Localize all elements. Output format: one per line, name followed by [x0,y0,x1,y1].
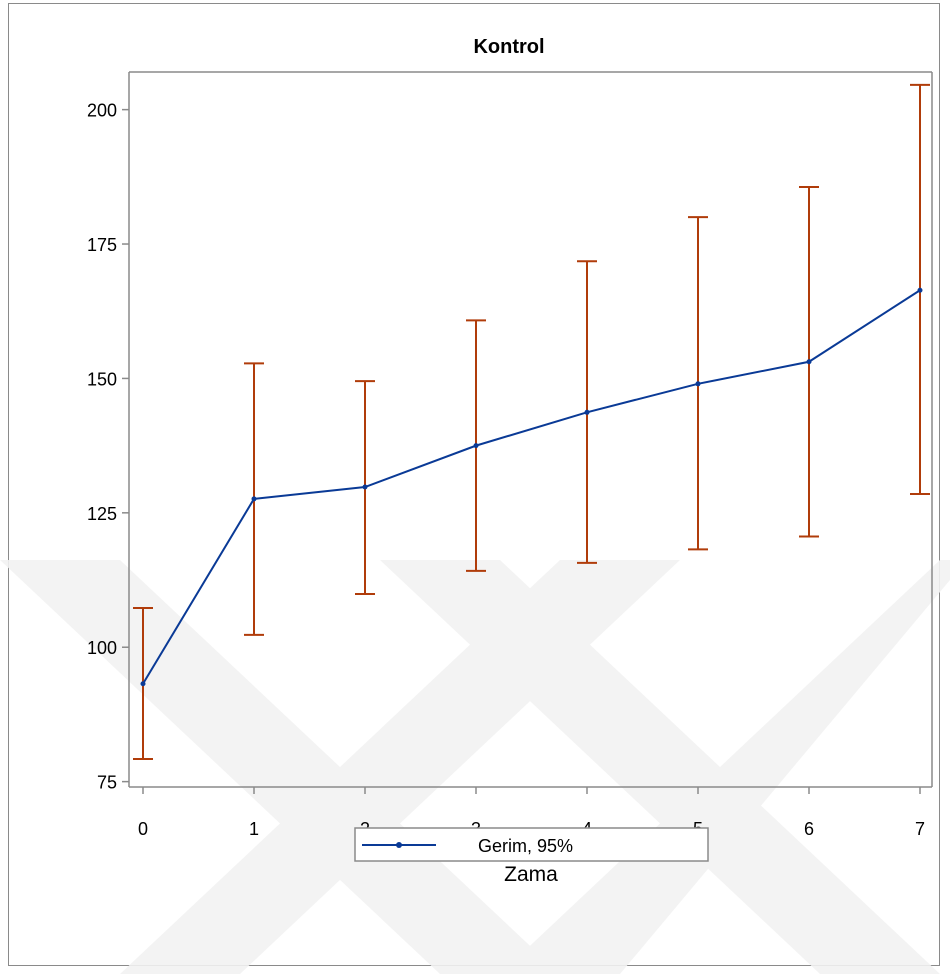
data-point [917,287,923,293]
y-tick-label: 175 [87,235,117,255]
data-point [473,443,479,449]
data-point [695,381,701,387]
chart-title: Kontrol [473,36,544,58]
x-axis-label: Zama [504,863,558,886]
chart-frame [8,3,940,966]
legend-marker [396,842,402,848]
x-tick-label: 1 [249,819,259,839]
data-point [140,681,146,687]
y-tick-label: 75 [97,773,117,793]
y-tick-label: 125 [87,504,117,524]
series [140,287,923,687]
x-tick-label: 7 [915,819,925,839]
y-ticks: 75 100 125 150 175 200 [87,101,129,793]
series-line [142,289,921,685]
data-point [251,496,257,502]
y-tick-label: 150 [87,369,117,389]
data-point [584,409,590,415]
x-tick-label: 6 [804,819,814,839]
data-point [362,484,368,490]
watermark [0,560,950,974]
legend-label: Gerim, 95% [478,836,573,856]
x-tick-label: 0 [138,819,148,839]
legend: Gerim, 95% [354,827,709,862]
data-point [806,359,812,365]
y-tick-label: 100 [87,638,117,658]
y-tick-label: 200 [87,101,117,121]
